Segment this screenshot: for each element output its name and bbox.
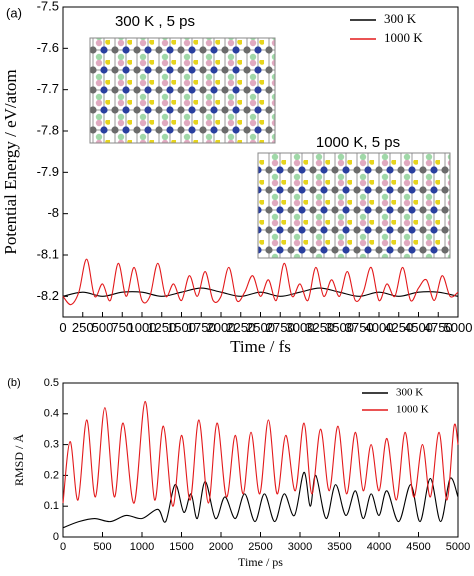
panel-label: (b) — [7, 377, 20, 389]
x-tick-label: 250 — [72, 320, 94, 335]
y-tick-label: -7.5 — [37, 0, 59, 13]
x-tick-label: 2000 — [209, 541, 233, 553]
y-tick-label: 0.5 — [44, 377, 59, 389]
y-tick-label: -7.6 — [37, 40, 59, 55]
x-tick-label: 750 — [111, 320, 133, 335]
y-tick-label: 0.4 — [44, 408, 59, 420]
y-tick-label: -7.7 — [37, 81, 59, 96]
y-tick-label: 0 — [53, 531, 59, 543]
x-tick-label: 500 — [92, 320, 114, 335]
x-tick-label: 4500 — [406, 541, 430, 553]
x-tick-label: 2500 — [248, 541, 272, 553]
x-tick-label: 1000 — [130, 541, 154, 553]
x-tick-label: 3750 — [345, 320, 374, 335]
series-line — [62, 400, 459, 507]
y-tick-label: -8.1 — [37, 246, 59, 261]
y-tick-label: -8.2 — [37, 288, 59, 303]
structure-1000k — [257, 152, 451, 259]
x-tick-label: 4000 — [365, 320, 394, 335]
legend-label: 1000 K — [396, 404, 429, 416]
y-tick-label: -8 — [47, 205, 59, 220]
legend-label: 1000 K — [384, 30, 423, 45]
y-tick-label: 0.2 — [44, 469, 59, 481]
legend-label: 300 K — [384, 11, 417, 26]
panel-label: (a) — [6, 5, 22, 20]
x-tick-label: 0 — [60, 541, 66, 553]
x-tick-label: 1250 — [147, 320, 176, 335]
x-tick-label: 1500 — [167, 320, 196, 335]
structure-300k — [89, 37, 276, 144]
y-tick-label: -7.8 — [37, 122, 59, 137]
y-axis-title: RMSD / Å — [12, 434, 26, 486]
x-tick-label: 4750 — [424, 320, 453, 335]
x-tick-label: 4500 — [404, 320, 433, 335]
x-tick-label: 4250 — [384, 320, 413, 335]
x-tick-label: 2250 — [226, 320, 255, 335]
x-axis-title: Time / fs — [230, 337, 291, 356]
x-tick-label: 4000 — [367, 541, 391, 553]
annotation: 1000 K, 5 ps — [316, 134, 400, 151]
inset-structures — [89, 37, 451, 259]
series-line — [62, 287, 459, 297]
y-tick-label: 0.1 — [44, 500, 59, 512]
legend-label: 300 K — [396, 387, 423, 399]
x-tick-label: 3250 — [305, 320, 334, 335]
x-tick-label: 0 — [59, 320, 66, 335]
x-tick-label: 5000 — [446, 541, 470, 553]
x-axis-title: Time / ps — [238, 555, 283, 569]
x-tick-label: 3500 — [325, 320, 354, 335]
panel: -7.5 -7.6 -7.7 -7.8 -7.9 -8 -8.1 -8.2 0 250500750… — [1, 0, 473, 356]
x-tick-label: 2000 — [207, 320, 236, 335]
x-tick-label: 5000 — [444, 320, 473, 335]
x-tick-label: 3000 — [288, 541, 312, 553]
x-tick-label: 3500 — [327, 541, 351, 553]
x-tick-label: 3000 — [286, 320, 315, 335]
series-line — [62, 471, 459, 529]
x-tick-label: 500 — [93, 541, 111, 553]
x-tick-label: 1750 — [187, 320, 216, 335]
x-tick-label: 2500 — [246, 320, 275, 335]
x-tick-label: 1500 — [169, 541, 193, 553]
annotation: 300 K , 5 ps — [115, 13, 195, 30]
x-tick-label: 2750 — [266, 320, 295, 335]
y-axis-title: Potential Energy / eV/atom — [1, 69, 20, 254]
x-tick-label: 1000 — [128, 320, 157, 335]
panel: 0 0.1 0.2 0.3 0.4 0.5 0 500 1000 1500 2000 2500 3000… — [7, 377, 470, 569]
y-tick-label: 0.3 — [44, 439, 59, 451]
series-line — [62, 258, 459, 306]
y-tick-label: -7.9 — [37, 164, 59, 179]
